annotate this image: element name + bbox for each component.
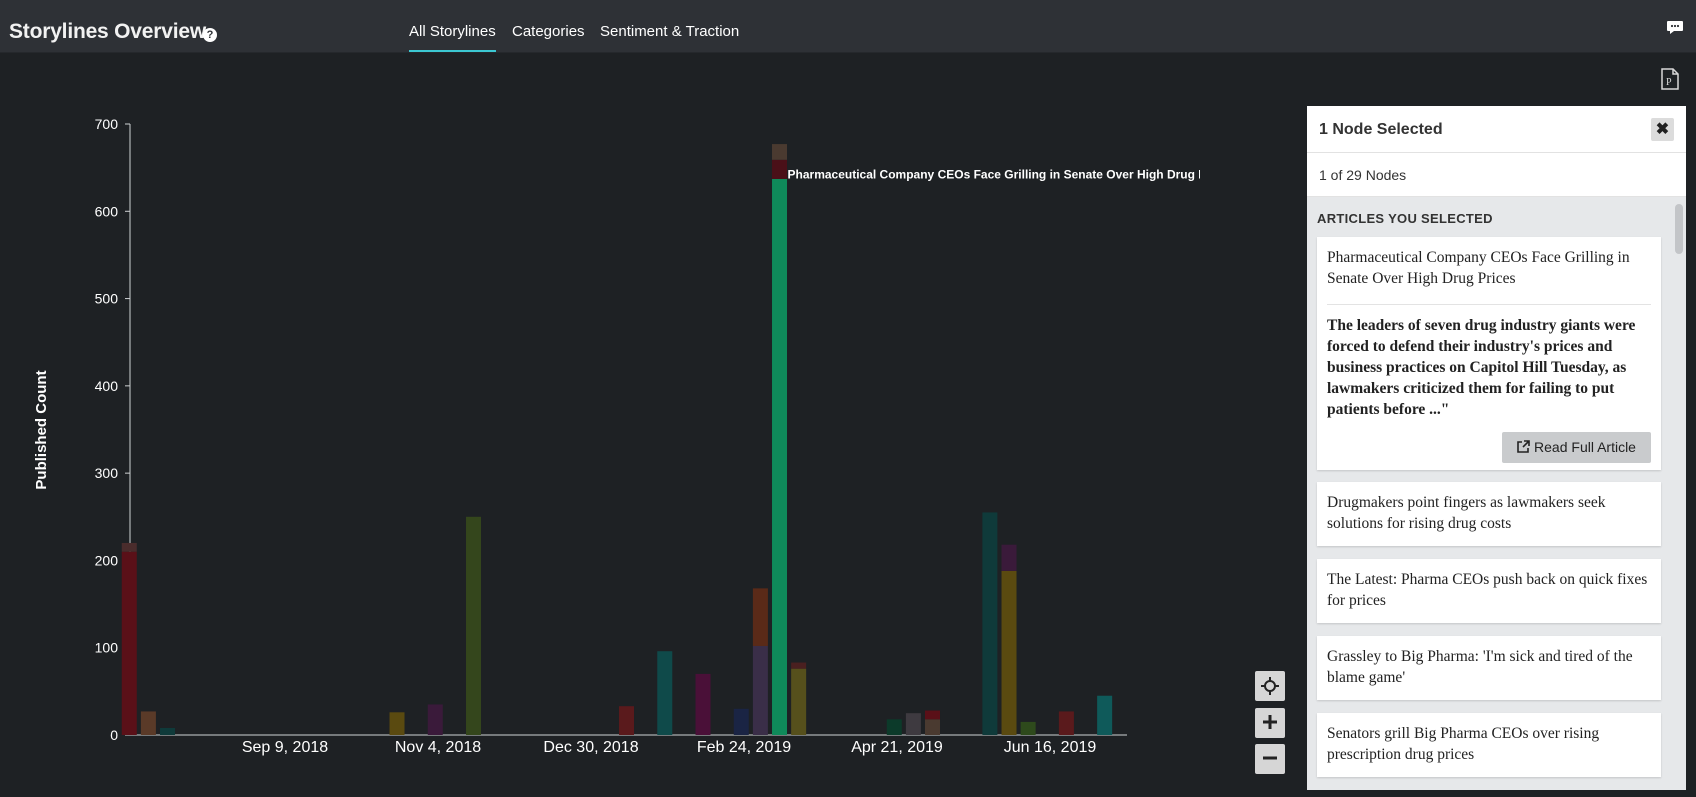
list-item[interactable]: Drugmakers point fingers as lawmakers se…	[1317, 482, 1661, 546]
chart-bar[interactable]	[772, 159, 788, 179]
y-tick-label: 700	[95, 116, 119, 132]
x-tick-label: Nov 4, 2018	[395, 739, 481, 756]
article-excerpt: The leaders of seven drug industry giant…	[1327, 317, 1636, 418]
articles-list[interactable]: ARTICLES YOU SELECTED Pharmaceutical Com…	[1307, 197, 1686, 790]
chart-bar[interactable]	[905, 713, 921, 735]
chart-bar[interactable]	[1001, 544, 1017, 571]
list-item[interactable]: Grassley to Big Pharma: 'I'm sick and ti…	[1317, 636, 1661, 700]
article-title: Grassley to Big Pharma: 'I'm sick and ti…	[1327, 648, 1633, 686]
y-tick-label: 300	[95, 465, 119, 481]
chart-bar[interactable]	[695, 673, 711, 735]
chart-bar[interactable]	[733, 708, 749, 735]
chart-bar[interactable]	[1097, 695, 1113, 735]
selected-article-card[interactable]: Pharmaceutical Company CEOs Face Grillin…	[1317, 237, 1661, 470]
x-tick-label: Feb 24, 2019	[697, 739, 791, 756]
panel-title: 1 Node Selected	[1319, 121, 1443, 138]
chat-icon[interactable]	[1666, 18, 1684, 36]
chart-bar[interactable]	[772, 178, 788, 735]
close-icon[interactable]: ✖	[1651, 118, 1674, 141]
article-title: The Latest: Pharma CEOs push back on qui…	[1327, 571, 1648, 609]
y-tick-label: 0	[110, 727, 118, 743]
read-full-article-label: Read Full Article	[1534, 439, 1636, 455]
chart-bar[interactable]	[160, 728, 176, 735]
x-tick-label: Dec 30, 2018	[543, 739, 638, 756]
list-item[interactable]: The Latest: Pharma CEOs push back on qui…	[1317, 559, 1661, 623]
zoom-out-icon	[1263, 756, 1277, 760]
svg-text:P: P	[1666, 77, 1672, 88]
chart-bar[interactable]	[752, 645, 768, 735]
page-title: Storylines Overview	[9, 20, 206, 43]
recenter-icon	[1261, 677, 1279, 695]
scrollbar-thumb[interactable]	[1675, 204, 1683, 254]
x-tick-label: Apr 21, 2019	[851, 739, 943, 756]
scrollbar[interactable]	[1674, 201, 1684, 786]
zoom-out-button[interactable]	[1255, 744, 1285, 774]
read-full-article-button[interactable]: Read Full Article	[1502, 432, 1651, 463]
chart-bar[interactable]	[1058, 711, 1074, 735]
tab-sentiment-traction[interactable]: Sentiment & Traction	[600, 23, 740, 40]
chart-bar[interactable]	[772, 144, 788, 160]
chart-bar[interactable]	[1020, 721, 1036, 735]
chart-bar[interactable]	[427, 704, 443, 735]
chart-bar[interactable]	[925, 710, 941, 720]
y-tick-label: 500	[95, 291, 119, 307]
chart-bar[interactable]	[886, 719, 902, 735]
y-tick-label: 100	[95, 640, 119, 656]
help-icon[interactable]: ?	[203, 28, 217, 42]
x-tick-label: Sep 9, 2018	[242, 739, 328, 756]
y-tick-label: 400	[95, 378, 119, 394]
x-tick-label: Jun 16, 2019	[1004, 739, 1097, 756]
list-item[interactable]: Senators grill Big Pharma CEOs over risi…	[1317, 713, 1661, 777]
chart-bar[interactable]	[619, 706, 635, 735]
y-axis-label: Published Count	[33, 370, 50, 489]
tab-categories[interactable]: Categories	[512, 23, 585, 40]
chart-bar[interactable]	[466, 516, 482, 735]
chart-bar[interactable]	[121, 551, 137, 735]
storylines-chart: 0 100 200 300 400 500 600 700 Sep 9, 2018 Nov 4,…	[0, 53, 1200, 797]
article-title: Drugmakers point fingers as lawmakers se…	[1327, 494, 1606, 532]
bar-chart-svg: 0 100 200 300 400 500 600 700 Sep 9, 2018 Nov 4,…	[33, 116, 1200, 756]
zoom-in-button[interactable]	[1255, 708, 1285, 738]
chart-bar[interactable]	[982, 512, 998, 735]
article-title: Pharmaceutical Company CEOs Face Grillin…	[1327, 249, 1630, 287]
divider	[1327, 304, 1651, 305]
tab-all-storylines[interactable]: All Storylines	[409, 23, 496, 52]
bar-annotation: Pharmaceutical Company CEOs Face Grillin…	[788, 167, 1200, 181]
chart-bar[interactable]	[657, 651, 673, 735]
node-count-label: 1 of 29 Nodes	[1319, 167, 1407, 183]
chart-bar[interactable]	[121, 542, 137, 552]
chart-bar[interactable]	[140, 711, 156, 735]
chart-bar[interactable]	[1001, 570, 1017, 735]
external-link-icon	[1517, 440, 1530, 453]
recenter-button[interactable]	[1255, 671, 1285, 701]
chart-bar[interactable]	[925, 719, 941, 735]
x-axis: Sep 9, 2018 Nov 4, 2018 Dec 30, 2018 Feb 24…	[130, 734, 1127, 756]
zoom-in-icon	[1263, 715, 1277, 729]
y-tick-label: 200	[95, 552, 119, 568]
chart-bar[interactable]	[791, 668, 807, 735]
pdf-export-icon[interactable]: P	[1660, 68, 1680, 90]
chart-bar[interactable]	[752, 588, 768, 646]
chart-bar[interactable]	[791, 662, 807, 669]
y-tick-label: 600	[95, 203, 119, 219]
bars	[121, 144, 1113, 735]
top-bar: Storylines Overview ? All Storylines Cat…	[0, 0, 1696, 53]
panel-header: 1 Node Selected ✖	[1307, 106, 1686, 153]
article-title: Senators grill Big Pharma CEOs over risi…	[1327, 725, 1600, 763]
chart-bar[interactable]	[389, 712, 405, 735]
node-count: 1 of 29 Nodes	[1307, 153, 1686, 197]
articles-section-title: ARTICLES YOU SELECTED	[1317, 211, 1493, 226]
selection-panel: 1 Node Selected ✖ 1 of 29 Nodes ARTICLES…	[1307, 106, 1686, 790]
